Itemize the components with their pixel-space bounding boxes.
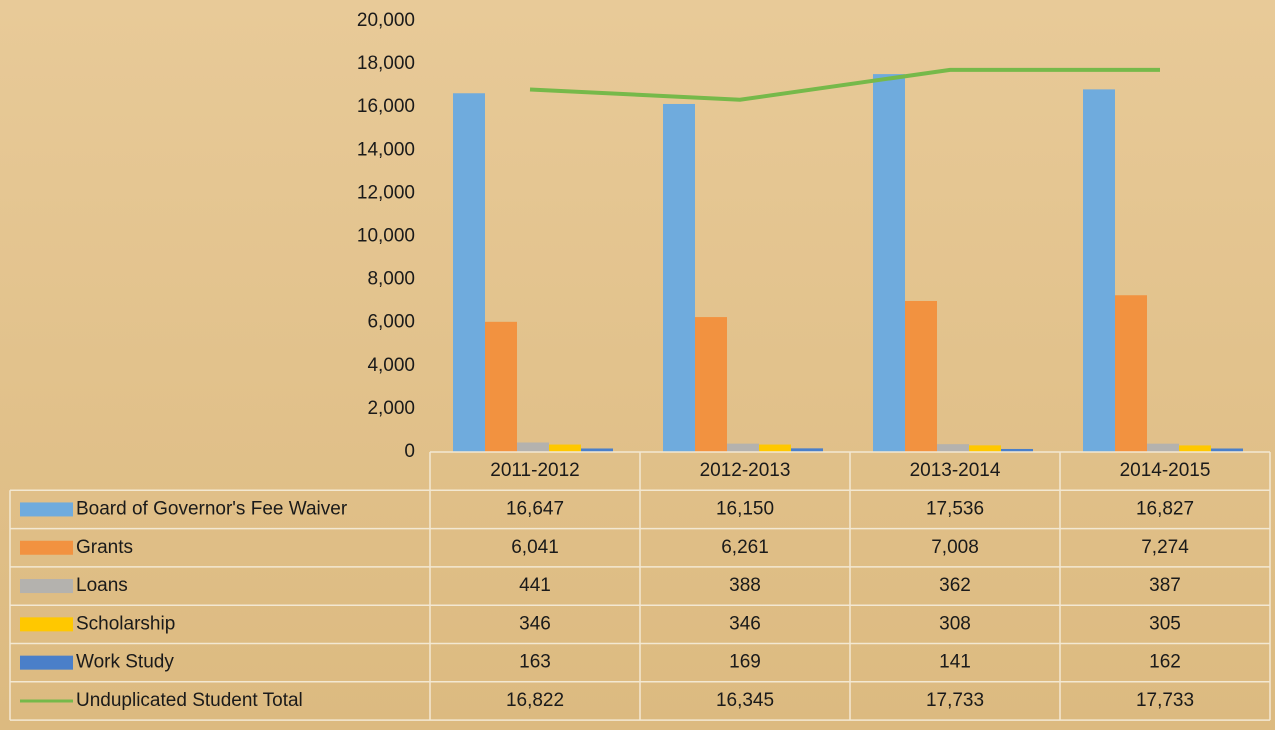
bar <box>453 93 485 453</box>
bar <box>549 444 581 452</box>
bar <box>873 74 905 453</box>
bar <box>969 445 1001 452</box>
legend-label: Loans <box>76 575 128 596</box>
y-tick-label: 20,000 <box>357 10 415 31</box>
legend-label: Work Study <box>76 652 174 673</box>
x-tick-label: 2013-2014 <box>910 460 1001 481</box>
bar <box>727 443 759 452</box>
table-value: 141 <box>939 652 971 673</box>
table-value: 17,733 <box>926 690 984 711</box>
bar <box>791 448 823 452</box>
table-value: 16,150 <box>716 498 774 519</box>
table-value: 346 <box>729 613 761 634</box>
table-value: 362 <box>939 575 971 596</box>
table-value: 308 <box>939 613 971 634</box>
bar <box>1147 443 1179 452</box>
legend-key <box>20 655 73 670</box>
table-value: 16,822 <box>506 690 564 711</box>
table-value: 6,261 <box>721 537 769 558</box>
bar <box>905 300 937 452</box>
y-tick-label: 6,000 <box>367 312 415 333</box>
legend-label: Unduplicated Student Total <box>76 690 303 711</box>
legend-label: Scholarship <box>76 613 175 634</box>
table-value: 387 <box>1149 575 1181 596</box>
table-value: 7,274 <box>1141 537 1189 558</box>
bar <box>1001 448 1033 452</box>
bar <box>1179 445 1211 452</box>
table-value: 441 <box>519 575 551 596</box>
x-tick-label: 2014-2015 <box>1120 460 1211 481</box>
table-value: 163 <box>519 652 551 673</box>
table-value: 388 <box>729 575 761 596</box>
bar <box>1211 448 1243 452</box>
table-value: 6,041 <box>511 537 559 558</box>
y-tick-label: 0 <box>404 441 415 462</box>
y-tick-label: 10,000 <box>357 226 415 247</box>
table-value: 16,647 <box>506 498 564 519</box>
bar <box>517 442 549 452</box>
x-tick-label: 2012-2013 <box>700 460 791 481</box>
y-tick-label: 2,000 <box>367 398 415 419</box>
bar <box>581 448 613 452</box>
y-tick-label: 8,000 <box>367 269 415 290</box>
y-tick-label: 18,000 <box>357 53 415 74</box>
table-value: 16,827 <box>1136 498 1194 519</box>
y-tick-label: 16,000 <box>357 96 415 117</box>
table-value: 16,345 <box>716 690 774 711</box>
bar <box>1083 89 1115 453</box>
table-value: 305 <box>1149 613 1181 634</box>
y-tick-label: 14,000 <box>357 139 415 160</box>
table-value: 7,008 <box>931 537 979 558</box>
table-value: 17,536 <box>926 498 984 519</box>
legend-key <box>20 579 73 594</box>
x-tick-label: 2011-2012 <box>490 460 579 481</box>
table-value: 162 <box>1149 652 1181 673</box>
table-value: 169 <box>729 652 761 673</box>
bar <box>485 321 517 452</box>
line-series <box>529 67 1160 102</box>
bar <box>695 317 727 452</box>
bar <box>759 444 791 452</box>
legend-key <box>20 540 73 555</box>
table-value: 346 <box>519 613 551 634</box>
legend-key <box>20 502 73 517</box>
table-value: 17,733 <box>1136 690 1194 711</box>
bar <box>1115 295 1147 452</box>
bar <box>663 103 695 452</box>
bar <box>937 444 969 452</box>
legend-label: Board of Governor's Fee Waiver <box>76 498 348 519</box>
legend-label: Grants <box>76 537 133 558</box>
y-tick-label: 12,000 <box>357 182 415 203</box>
y-tick-label: 4,000 <box>367 355 415 376</box>
legend-key <box>20 617 73 632</box>
